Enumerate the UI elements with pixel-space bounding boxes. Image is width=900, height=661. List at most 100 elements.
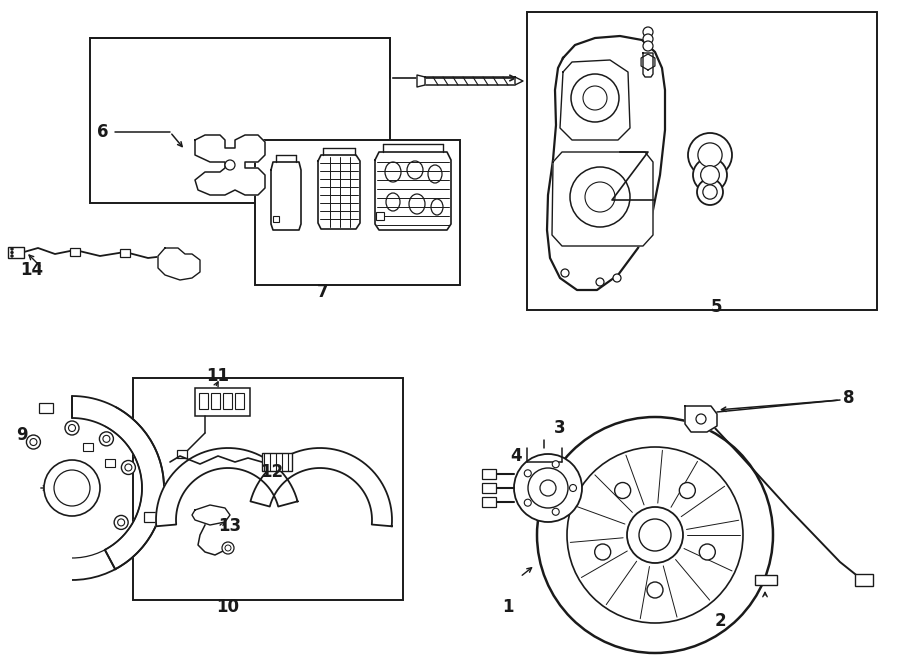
Circle shape — [696, 414, 706, 424]
Bar — [273, 216, 279, 222]
Bar — [855, 574, 873, 586]
Text: 5: 5 — [710, 298, 722, 316]
Circle shape — [540, 480, 556, 496]
Circle shape — [103, 436, 110, 442]
Bar — [482, 483, 496, 493]
Circle shape — [11, 248, 14, 251]
Circle shape — [643, 27, 653, 37]
Circle shape — [118, 519, 124, 526]
Polygon shape — [158, 248, 200, 280]
Circle shape — [11, 254, 14, 257]
Circle shape — [693, 158, 727, 192]
Bar — [144, 512, 158, 522]
Bar — [8, 247, 24, 258]
Text: 8: 8 — [843, 389, 855, 407]
Polygon shape — [552, 152, 653, 246]
Circle shape — [561, 269, 569, 277]
Circle shape — [537, 417, 773, 653]
Text: 10: 10 — [217, 598, 239, 616]
Bar — [177, 450, 187, 458]
Bar — [70, 248, 80, 256]
Circle shape — [30, 438, 37, 446]
Bar — [211, 393, 220, 409]
Circle shape — [699, 544, 716, 560]
Polygon shape — [685, 406, 717, 432]
Polygon shape — [271, 162, 301, 230]
Circle shape — [697, 179, 723, 205]
Circle shape — [639, 519, 671, 551]
Circle shape — [680, 483, 696, 498]
Circle shape — [570, 167, 630, 227]
Circle shape — [122, 461, 135, 475]
Bar — [527, 12, 877, 310]
Circle shape — [643, 34, 653, 44]
Bar — [255, 140, 460, 285]
Bar — [120, 249, 130, 257]
Polygon shape — [547, 36, 665, 290]
Bar — [195, 388, 250, 416]
Polygon shape — [72, 396, 164, 569]
Text: 11: 11 — [206, 367, 230, 385]
Circle shape — [585, 182, 615, 212]
Circle shape — [583, 86, 607, 110]
Bar — [482, 497, 496, 507]
Circle shape — [514, 454, 582, 522]
Circle shape — [571, 74, 619, 122]
Circle shape — [570, 485, 577, 492]
Text: 6: 6 — [97, 123, 109, 141]
Bar — [482, 469, 496, 479]
Circle shape — [613, 274, 621, 282]
Circle shape — [553, 461, 559, 468]
Polygon shape — [156, 448, 298, 526]
Circle shape — [44, 460, 100, 516]
Circle shape — [26, 435, 40, 449]
Circle shape — [54, 470, 90, 506]
Bar — [39, 403, 53, 413]
Bar — [133, 378, 403, 600]
Text: 7: 7 — [317, 283, 328, 301]
Text: 13: 13 — [219, 517, 241, 535]
Circle shape — [698, 143, 722, 167]
Polygon shape — [560, 60, 630, 140]
Bar — [90, 38, 390, 203]
Text: 3: 3 — [554, 419, 566, 437]
Circle shape — [68, 424, 76, 432]
Bar — [199, 393, 208, 409]
Bar — [84, 443, 94, 451]
Bar — [223, 393, 232, 409]
Bar — [755, 575, 777, 585]
Circle shape — [615, 483, 631, 498]
Circle shape — [525, 470, 531, 477]
Bar — [105, 459, 115, 467]
Bar — [235, 393, 244, 409]
Circle shape — [222, 542, 234, 554]
Polygon shape — [417, 75, 425, 87]
Text: 4: 4 — [510, 447, 522, 465]
Text: 2: 2 — [715, 612, 725, 630]
Circle shape — [627, 507, 683, 563]
Circle shape — [125, 464, 132, 471]
Text: 1: 1 — [502, 598, 514, 616]
Bar — [376, 212, 384, 220]
Polygon shape — [641, 54, 655, 70]
Polygon shape — [515, 77, 523, 85]
Circle shape — [553, 508, 559, 516]
Circle shape — [643, 41, 653, 51]
Text: 14: 14 — [21, 261, 43, 279]
Text: 12: 12 — [260, 463, 284, 481]
Circle shape — [688, 133, 732, 177]
Circle shape — [703, 185, 717, 199]
Circle shape — [11, 251, 14, 254]
Polygon shape — [250, 448, 392, 526]
Polygon shape — [195, 135, 265, 195]
Polygon shape — [192, 505, 230, 525]
Polygon shape — [375, 152, 451, 230]
Circle shape — [700, 166, 719, 184]
Circle shape — [647, 582, 663, 598]
Polygon shape — [643, 53, 653, 77]
Circle shape — [525, 499, 531, 506]
Text: 9: 9 — [16, 426, 28, 444]
Circle shape — [567, 447, 743, 623]
Circle shape — [65, 421, 79, 435]
Circle shape — [225, 160, 235, 170]
